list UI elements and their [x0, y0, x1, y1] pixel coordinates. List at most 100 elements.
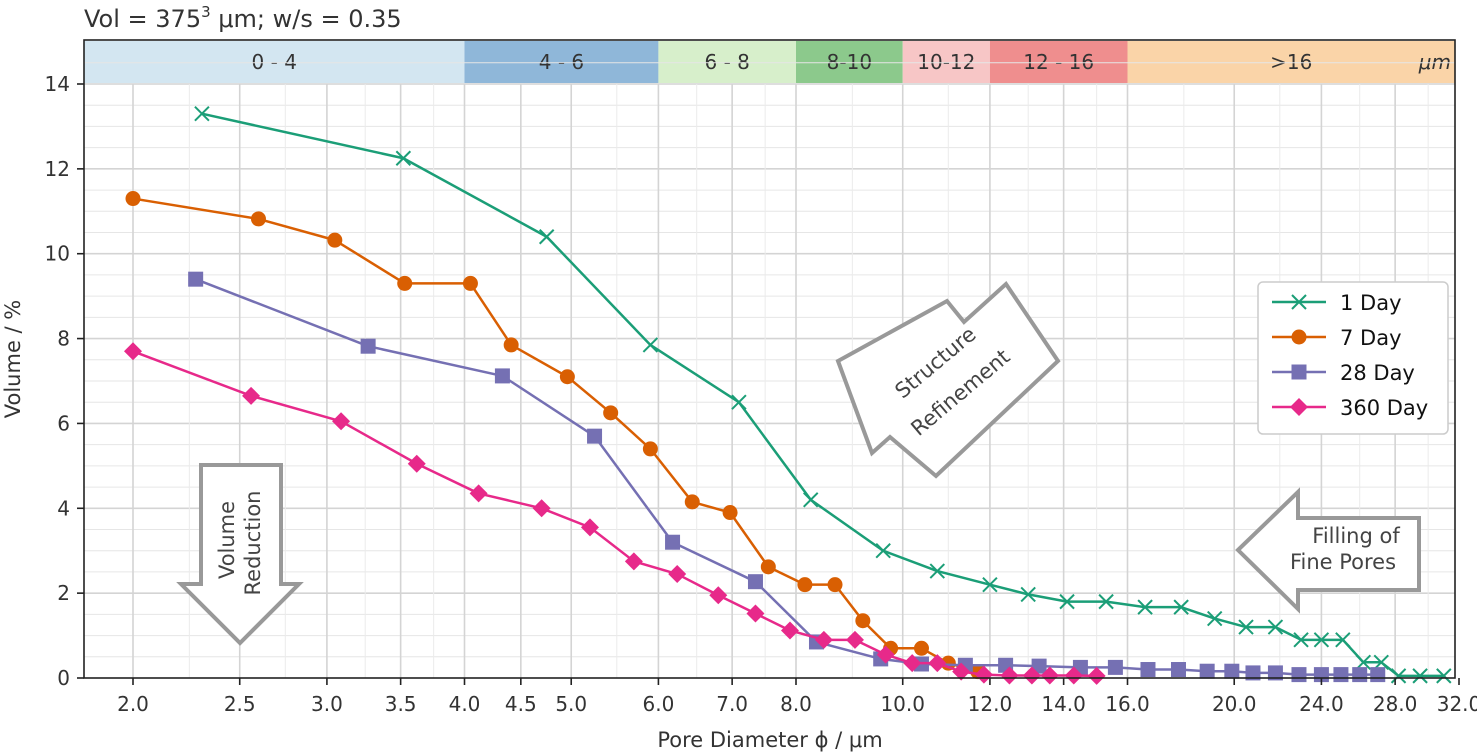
series-7-day-point [913, 640, 929, 656]
series-360-day-point [1064, 666, 1083, 685]
series-28-day-point [1267, 665, 1283, 681]
series-1-day-point [1173, 599, 1189, 615]
series-1-day-point [395, 150, 412, 166]
series-7-day-point [397, 275, 413, 291]
series-1-day-point-b [1137, 599, 1153, 615]
series-1-day-point [538, 229, 555, 245]
x-axis-label: Pore Diameter ϕ / μm [657, 728, 882, 752]
series-1-day-point-b [803, 492, 819, 508]
band-6 [1127, 41, 1455, 83]
x-tick-label: 2.5 [224, 692, 256, 716]
band-label-3: 8-10 [827, 50, 872, 74]
legend-item-360-day: 360 Day [1272, 396, 1428, 420]
series-1-day-point [803, 492, 819, 508]
series-1-day-point [1355, 654, 1372, 671]
x-tick-label: 3.0 [311, 692, 343, 716]
legend-item-1-day-marker [1291, 294, 1307, 310]
structure-refinement-arrow [835, 280, 1061, 479]
series-360-day-point [1040, 666, 1059, 685]
series-1-day-point-b [1059, 593, 1075, 610]
series-7-day-point [559, 369, 575, 385]
x-tick-label: 16.0 [1105, 692, 1150, 716]
legend-item-360-day-marker [1290, 398, 1308, 416]
series-360-day-point [903, 654, 922, 673]
series-1-day-point [875, 543, 891, 559]
y-tick-label: 0 [57, 666, 70, 690]
series-7-day-point [125, 191, 141, 207]
series-1-day-point-b [1390, 668, 1407, 684]
x-tick-label: 24.0 [1299, 692, 1344, 716]
series-360-day-point [974, 665, 993, 684]
series-360-day-point [242, 386, 261, 405]
series-360-day-point [469, 484, 488, 503]
y-tick-label: 6 [57, 411, 70, 435]
series-360-day-point [845, 630, 864, 649]
series-7-day-point [684, 494, 700, 510]
legend-item-1-day-marker-b [1291, 294, 1307, 310]
series-360-day-point [532, 499, 551, 518]
series-28-day-point [1291, 667, 1307, 683]
series-360-day-point [407, 454, 426, 473]
series-28-day [188, 271, 1386, 683]
series-28-day-point [360, 338, 376, 354]
band-label-4: 10-12 [917, 50, 975, 74]
x-tick-label: 28.0 [1373, 692, 1418, 716]
legend-box [1257, 281, 1449, 435]
series-360-day-point [624, 552, 643, 571]
volume-reduction-label-1: Volume [215, 501, 239, 579]
y-tick-label: 10 [45, 242, 70, 266]
band-2 [658, 41, 796, 83]
legend-item-1-day-label: 1 Day [1340, 291, 1402, 315]
filling-fine-pores-label-2: Fine Pores [1290, 550, 1396, 574]
series-1-day-point-b [1293, 632, 1309, 648]
series-7-day-point [797, 577, 813, 593]
series-1-day-point [1373, 654, 1389, 671]
series-360-day-point [580, 518, 599, 537]
series-1-day-point-b [1206, 610, 1223, 627]
x-tick-label: 7.0 [716, 692, 748, 716]
x-tick-label: 14.0 [1041, 692, 1086, 716]
y-axis-label: Volume / % [1, 300, 25, 418]
series-1-day-point [1313, 632, 1330, 648]
series-1-day-point-b [875, 543, 891, 559]
series-28-day-point [1333, 667, 1349, 683]
legend-item-28-day-label: 28 Day [1340, 361, 1415, 385]
series-1-day-point [1206, 610, 1223, 627]
legend-item-7-day-label: 7 Day [1340, 326, 1402, 350]
y-tick-label: 2 [57, 581, 70, 605]
series-1-day-point-b [1020, 586, 1036, 603]
band-label-0: 0 - 4 [252, 50, 297, 74]
series-360-day-point [1087, 666, 1106, 685]
band-4 [902, 41, 990, 83]
series-1-day-point [1137, 599, 1153, 615]
band-label-2: 6 - 8 [705, 50, 750, 74]
series-1-day-point-b [1098, 593, 1114, 610]
chart-title: Vol = 3753 μm; w/s = 0.35 [84, 3, 402, 33]
series-360-day-point [668, 565, 687, 584]
band-unit-label: μm [1418, 50, 1451, 74]
series-7-day [125, 191, 986, 680]
series-1-day-point [1020, 586, 1036, 603]
series-1-day-point [1293, 632, 1309, 648]
legend-item-28-day: 28 Day [1272, 361, 1415, 385]
x-tick-label: 8.0 [780, 692, 812, 716]
series-1-day-point [1335, 632, 1351, 648]
legend-item-360-day-label: 360 Day [1340, 396, 1428, 420]
series-28-day-point [1245, 665, 1261, 681]
x-tick-label: 32.0 [1437, 692, 1477, 716]
series-1-day [194, 105, 1452, 684]
series-1-day-point-b [982, 576, 998, 593]
series-28-day-point [1107, 659, 1123, 675]
series-28-day-point [1170, 662, 1186, 678]
legend-item-7-day: 7 Day [1272, 326, 1402, 350]
series-1-day-point-b [1173, 599, 1189, 615]
volume-reduction-label-2: Reduction [241, 491, 265, 596]
series-28-day-point [494, 368, 510, 384]
x-tick-label: 4.0 [449, 692, 481, 716]
series-layer [124, 105, 1452, 685]
series-360-day-point [709, 586, 728, 605]
series-1-day-point-b [929, 563, 946, 579]
x-tick-label: 20.0 [1212, 692, 1257, 716]
series-28-day-point [188, 271, 204, 287]
